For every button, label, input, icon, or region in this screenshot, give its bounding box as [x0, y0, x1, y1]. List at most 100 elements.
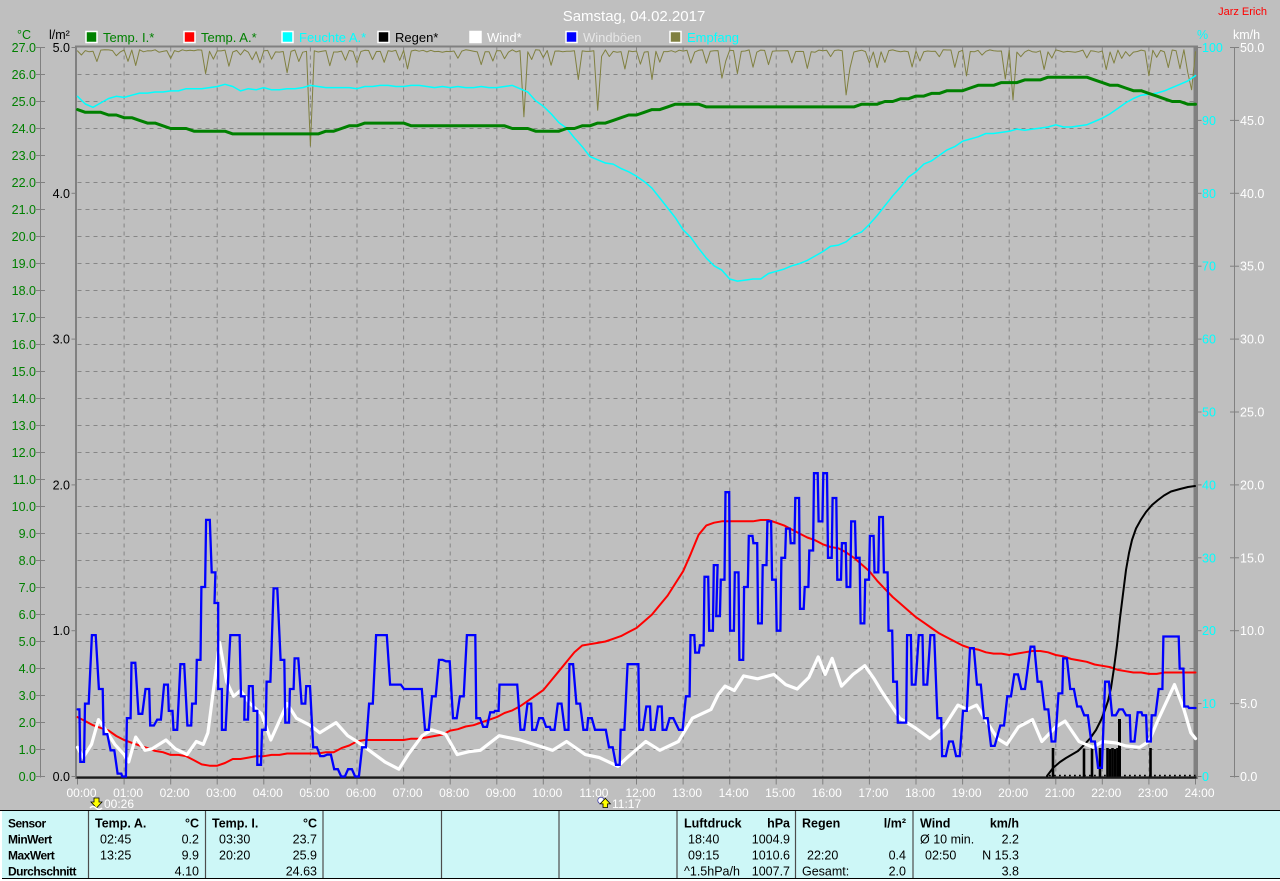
- svg-text:40.0: 40.0: [1240, 187, 1264, 201]
- svg-text:1.0: 1.0: [53, 624, 70, 638]
- svg-text:km/h: km/h: [990, 817, 1019, 831]
- svg-text:08:00: 08:00: [439, 786, 469, 800]
- svg-text:13:25: 13:25: [100, 849, 131, 863]
- svg-text:km/h: km/h: [1233, 28, 1260, 42]
- svg-text:21:00: 21:00: [1045, 786, 1075, 800]
- svg-text:60: 60: [1202, 333, 1216, 347]
- svg-text:40: 40: [1202, 478, 1216, 492]
- svg-text:22:20: 22:20: [807, 849, 838, 863]
- svg-text:Jarz Erich: Jarz Erich: [1218, 6, 1267, 18]
- svg-text:18:40: 18:40: [688, 833, 719, 847]
- svg-text:00:26: 00:26: [104, 797, 134, 811]
- svg-text:45.0: 45.0: [1240, 114, 1264, 128]
- svg-text:0.0: 0.0: [19, 770, 36, 784]
- svg-text:18.0: 18.0: [12, 284, 36, 298]
- svg-text:02:45: 02:45: [100, 833, 131, 847]
- svg-text:13:00: 13:00: [672, 786, 702, 800]
- svg-text:20.0: 20.0: [12, 230, 36, 244]
- svg-text:01:00: 01:00: [113, 786, 143, 800]
- svg-text:10.0: 10.0: [12, 500, 36, 514]
- svg-text:13.0: 13.0: [12, 419, 36, 433]
- svg-text:1010.6: 1010.6: [752, 849, 790, 863]
- svg-text:16.0: 16.0: [12, 338, 36, 352]
- svg-text:17:00: 17:00: [858, 786, 888, 800]
- svg-text:5.0: 5.0: [1240, 697, 1257, 711]
- svg-text:4.10: 4.10: [175, 865, 199, 879]
- svg-text:25.0: 25.0: [1240, 406, 1264, 420]
- svg-text:Sensor: Sensor: [8, 817, 47, 831]
- svg-text:6.0: 6.0: [19, 608, 36, 622]
- svg-text:27.0: 27.0: [12, 41, 36, 55]
- svg-text:22.0: 22.0: [12, 176, 36, 190]
- svg-text:Temp. I.*: Temp. I.*: [103, 30, 154, 45]
- svg-text:19.0: 19.0: [12, 257, 36, 271]
- svg-text:2.0: 2.0: [53, 478, 70, 492]
- svg-text:70: 70: [1202, 260, 1216, 274]
- svg-text:12.0: 12.0: [12, 446, 36, 460]
- svg-text:Windböen: Windböen: [583, 30, 642, 45]
- svg-text:12:00: 12:00: [625, 786, 655, 800]
- svg-text:18:00: 18:00: [905, 786, 935, 800]
- svg-text:10:00: 10:00: [532, 786, 562, 800]
- svg-text:l/m²: l/m²: [884, 817, 906, 831]
- svg-text:1.0: 1.0: [19, 743, 36, 757]
- svg-text:30: 30: [1202, 551, 1216, 565]
- svg-text:1004.9: 1004.9: [752, 833, 790, 847]
- svg-text:2.0: 2.0: [889, 865, 906, 879]
- svg-text:7.0: 7.0: [19, 581, 36, 595]
- svg-text:35.0: 35.0: [1240, 260, 1264, 274]
- svg-text:05:00: 05:00: [299, 786, 329, 800]
- svg-text:22:00: 22:00: [1091, 786, 1121, 800]
- svg-text:°C: °C: [17, 28, 31, 42]
- svg-text:2.0: 2.0: [19, 716, 36, 730]
- svg-text:3.0: 3.0: [19, 689, 36, 703]
- svg-text:Ø 10 min.: Ø 10 min.: [920, 833, 974, 847]
- svg-text:0.0: 0.0: [53, 770, 70, 784]
- svg-text:24.0: 24.0: [12, 122, 36, 136]
- svg-text:50.0: 50.0: [1240, 41, 1264, 55]
- svg-text:Wind*: Wind*: [487, 30, 522, 45]
- svg-text:09:15: 09:15: [688, 849, 719, 863]
- svg-text:10: 10: [1202, 697, 1216, 711]
- svg-text:06:00: 06:00: [346, 786, 376, 800]
- svg-text:5.0: 5.0: [19, 635, 36, 649]
- svg-text:0.0: 0.0: [1240, 770, 1257, 784]
- svg-text:Luftdruck: Luftdruck: [684, 817, 742, 831]
- svg-text:11.0: 11.0: [13, 473, 36, 487]
- svg-text:MinWert: MinWert: [8, 833, 52, 847]
- svg-text:N 15.3: N 15.3: [982, 849, 1019, 863]
- svg-text:90: 90: [1202, 114, 1216, 128]
- svg-text:20: 20: [1202, 624, 1216, 638]
- svg-text:14.0: 14.0: [12, 392, 36, 406]
- svg-text:9.0: 9.0: [19, 527, 36, 541]
- svg-text:1007.7: 1007.7: [752, 865, 790, 879]
- svg-text:Wind: Wind: [920, 817, 950, 831]
- svg-text:4.0: 4.0: [53, 187, 70, 201]
- svg-text:50: 50: [1202, 406, 1216, 420]
- svg-text:0.2: 0.2: [182, 833, 199, 847]
- svg-text:03:00: 03:00: [206, 786, 236, 800]
- svg-text:16:00: 16:00: [812, 786, 842, 800]
- svg-text:17.0: 17.0: [12, 311, 36, 325]
- svg-text:20.0: 20.0: [1240, 478, 1264, 492]
- svg-text:20:20: 20:20: [219, 849, 250, 863]
- svg-text:2.2: 2.2: [1002, 833, 1019, 847]
- svg-text:3.8: 3.8: [1002, 865, 1019, 879]
- svg-text:14:00: 14:00: [719, 786, 749, 800]
- svg-text:30.0: 30.0: [1240, 333, 1264, 347]
- svg-text:23.7: 23.7: [293, 833, 317, 847]
- svg-text:Empfang: Empfang: [687, 30, 739, 45]
- svg-text:24:00: 24:00: [1184, 786, 1214, 800]
- svg-text:°C: °C: [185, 817, 199, 831]
- svg-text:MaxWert: MaxWert: [8, 849, 55, 863]
- svg-text:23:00: 23:00: [1138, 786, 1168, 800]
- svg-text:5.0: 5.0: [53, 41, 70, 55]
- svg-text:03:30: 03:30: [219, 833, 250, 847]
- svg-text:04:00: 04:00: [253, 786, 283, 800]
- svg-text:21.0: 21.0: [12, 203, 36, 217]
- svg-text:24.63: 24.63: [286, 865, 317, 879]
- svg-text:26.0: 26.0: [12, 68, 36, 82]
- svg-text:100: 100: [1202, 41, 1223, 55]
- svg-text:11:00: 11:00: [579, 786, 608, 800]
- svg-text:Gesamt:: Gesamt:: [802, 865, 849, 879]
